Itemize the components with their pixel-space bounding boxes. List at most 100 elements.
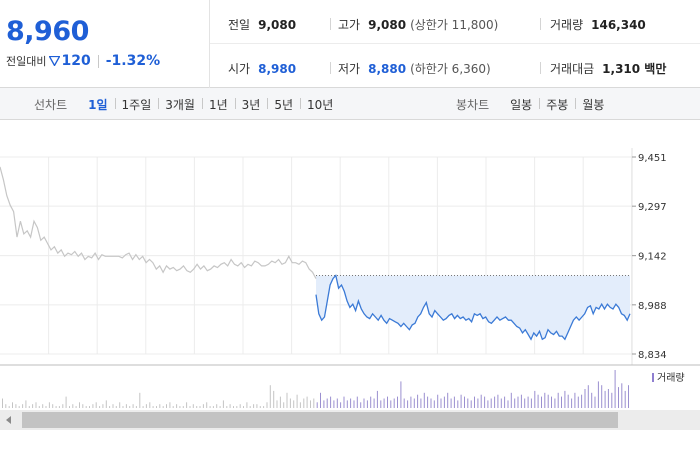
volume-bar	[239, 404, 241, 408]
change-label: 전일대비	[6, 55, 47, 68]
upper-limit: (상한가 11,800)	[410, 18, 499, 32]
volume-bar	[467, 398, 469, 408]
line-chart-tabs: 선차트 1일 1주일 3개월 1년 3년 5년 10년	[34, 88, 340, 120]
tab-5-year[interactable]: 5년	[267, 96, 300, 113]
volume-bar	[52, 404, 54, 408]
volume-bar	[584, 389, 586, 408]
scroll-left-icon[interactable]	[6, 416, 11, 424]
volume-bar	[480, 394, 482, 408]
volume-bar	[417, 394, 419, 408]
info-prev-close: 전일 9,080	[228, 16, 296, 33]
volume-bar	[487, 400, 489, 408]
tab-10-year[interactable]: 10년	[300, 96, 340, 113]
tab-1-week[interactable]: 1주일	[114, 96, 159, 113]
volume-bar	[132, 404, 134, 408]
divider	[540, 18, 541, 30]
volume-bar	[22, 404, 24, 408]
volume-bar	[139, 392, 141, 408]
volume-bar	[474, 396, 475, 408]
change-rate: -1.32%	[105, 53, 161, 69]
volume-bar	[453, 396, 455, 408]
volume-bar	[82, 404, 84, 408]
volume-bar	[544, 392, 546, 408]
divider	[330, 62, 331, 74]
tab-3-month[interactable]: 3개월	[158, 96, 202, 113]
volume-bar	[169, 402, 171, 408]
volume-bar	[122, 406, 124, 408]
info-amount: 거래대금 1,310 백만	[550, 60, 666, 77]
volume-bar	[196, 406, 198, 408]
volume-bar	[336, 398, 338, 408]
info-label: 거래대금	[550, 62, 595, 76]
volume-bar	[517, 396, 519, 408]
volume-bar	[109, 406, 111, 408]
volume-bar	[611, 392, 613, 408]
info-value: 8,880	[368, 62, 407, 76]
volume-bar	[226, 406, 228, 408]
volume-bar	[199, 406, 201, 408]
volume-bar	[601, 385, 603, 408]
tab-monthly-candle[interactable]: 월봉	[575, 96, 611, 113]
volume-legend: 거래량	[652, 372, 685, 384]
volume-bar	[366, 400, 368, 408]
volume-bar	[89, 406, 90, 408]
lower-limit: (하한가 6,360)	[410, 62, 491, 76]
y-tick-label: 9,142	[638, 252, 667, 263]
tab-daily-candle[interactable]: 일봉	[510, 97, 533, 112]
quote-info-grid: 전일 9,080 시가 8,980 고가 9,080 (상한가 11,800) …	[210, 0, 700, 88]
volume-bar	[340, 402, 342, 408]
volume-bar	[614, 370, 616, 408]
y-tick-label: 8,988	[638, 301, 667, 312]
horizontal-scrollbar[interactable]	[0, 410, 700, 430]
volume-bar	[65, 396, 67, 408]
down-arrow-icon	[49, 56, 61, 66]
tab-1-day[interactable]: 1일	[88, 97, 108, 112]
volume-bar	[443, 396, 445, 408]
volume-bar	[597, 381, 599, 408]
volume-bar	[628, 385, 629, 408]
volume-bar	[179, 406, 181, 408]
scrollbar-thumb[interactable]	[22, 412, 618, 428]
volume-bar	[383, 398, 385, 408]
volume-bar	[547, 394, 549, 408]
series-line-previous	[0, 166, 317, 279]
volume-bar	[624, 390, 626, 408]
volume-bar	[427, 396, 429, 408]
y-tick-label: 9,297	[638, 202, 667, 213]
volume-bar	[2, 398, 3, 408]
volume-bar	[152, 406, 154, 408]
volume-bar	[577, 396, 579, 408]
volume-bar	[390, 400, 392, 408]
volume-bar	[403, 398, 405, 408]
volume-bar	[470, 400, 472, 408]
volume-bar	[102, 404, 104, 408]
volume-bar	[524, 398, 526, 408]
candle-chart-label: 봉차트	[456, 97, 490, 112]
volume-legend-swatch	[652, 373, 654, 382]
volume-bar	[541, 396, 542, 408]
volume-bar	[95, 402, 97, 408]
volume-bar	[166, 404, 167, 408]
volume-bar	[283, 402, 285, 408]
volume-bar	[142, 406, 144, 408]
volume-bar	[42, 404, 44, 408]
volume-bar	[35, 402, 37, 408]
series-line-today	[315, 274, 631, 341]
tab-1-year[interactable]: 1년	[201, 96, 235, 113]
volume-bar	[266, 402, 268, 408]
volume-bar	[286, 392, 288, 408]
volume-bar	[420, 398, 422, 408]
price-box: 8,960 전일대비 120 -1.32%	[0, 0, 210, 88]
volume-bar	[105, 400, 107, 408]
volume-bar	[306, 396, 308, 408]
volume-bar	[410, 396, 412, 408]
volume-bar	[189, 406, 191, 408]
tab-weekly-candle[interactable]: 주봉	[539, 96, 575, 113]
volume-bar	[413, 398, 415, 408]
volume-bar	[370, 396, 372, 408]
volume-bar	[233, 406, 234, 408]
volume-bar	[289, 398, 291, 408]
volume-bar	[115, 406, 117, 408]
volume-bar	[360, 402, 362, 408]
tab-3-year[interactable]: 3년	[234, 96, 268, 113]
